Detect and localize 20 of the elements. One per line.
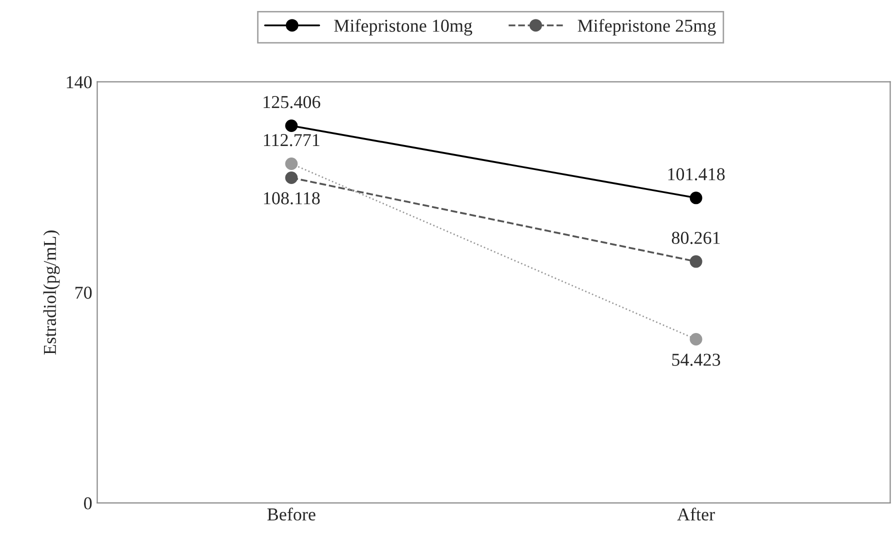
x-tick-label: After bbox=[677, 508, 715, 521]
x-tick-label: Before bbox=[267, 508, 316, 521]
y-tick-label: 140 bbox=[66, 76, 92, 88]
point bbox=[285, 158, 298, 170]
point bbox=[690, 255, 702, 268]
y-axis-title: Estradiol(pg/mL) bbox=[43, 230, 60, 355]
legend-label: Mifepristone 10mg bbox=[334, 18, 472, 36]
text: 125.406 bbox=[264, 96, 320, 108]
point bbox=[690, 333, 702, 346]
text: 80.261 bbox=[672, 232, 720, 244]
y-tick-label: 0 bbox=[84, 497, 92, 510]
y-tick-label: 70 bbox=[76, 286, 92, 299]
point bbox=[690, 192, 702, 204]
text: 54.423 bbox=[672, 354, 720, 366]
point bbox=[285, 171, 298, 184]
legend-label: Mifepristone 25mg bbox=[578, 18, 716, 36]
text: 112.771 bbox=[264, 134, 320, 146]
point bbox=[285, 119, 298, 132]
text: 101.418 bbox=[668, 168, 725, 180]
text: 108.118 bbox=[264, 192, 320, 204]
